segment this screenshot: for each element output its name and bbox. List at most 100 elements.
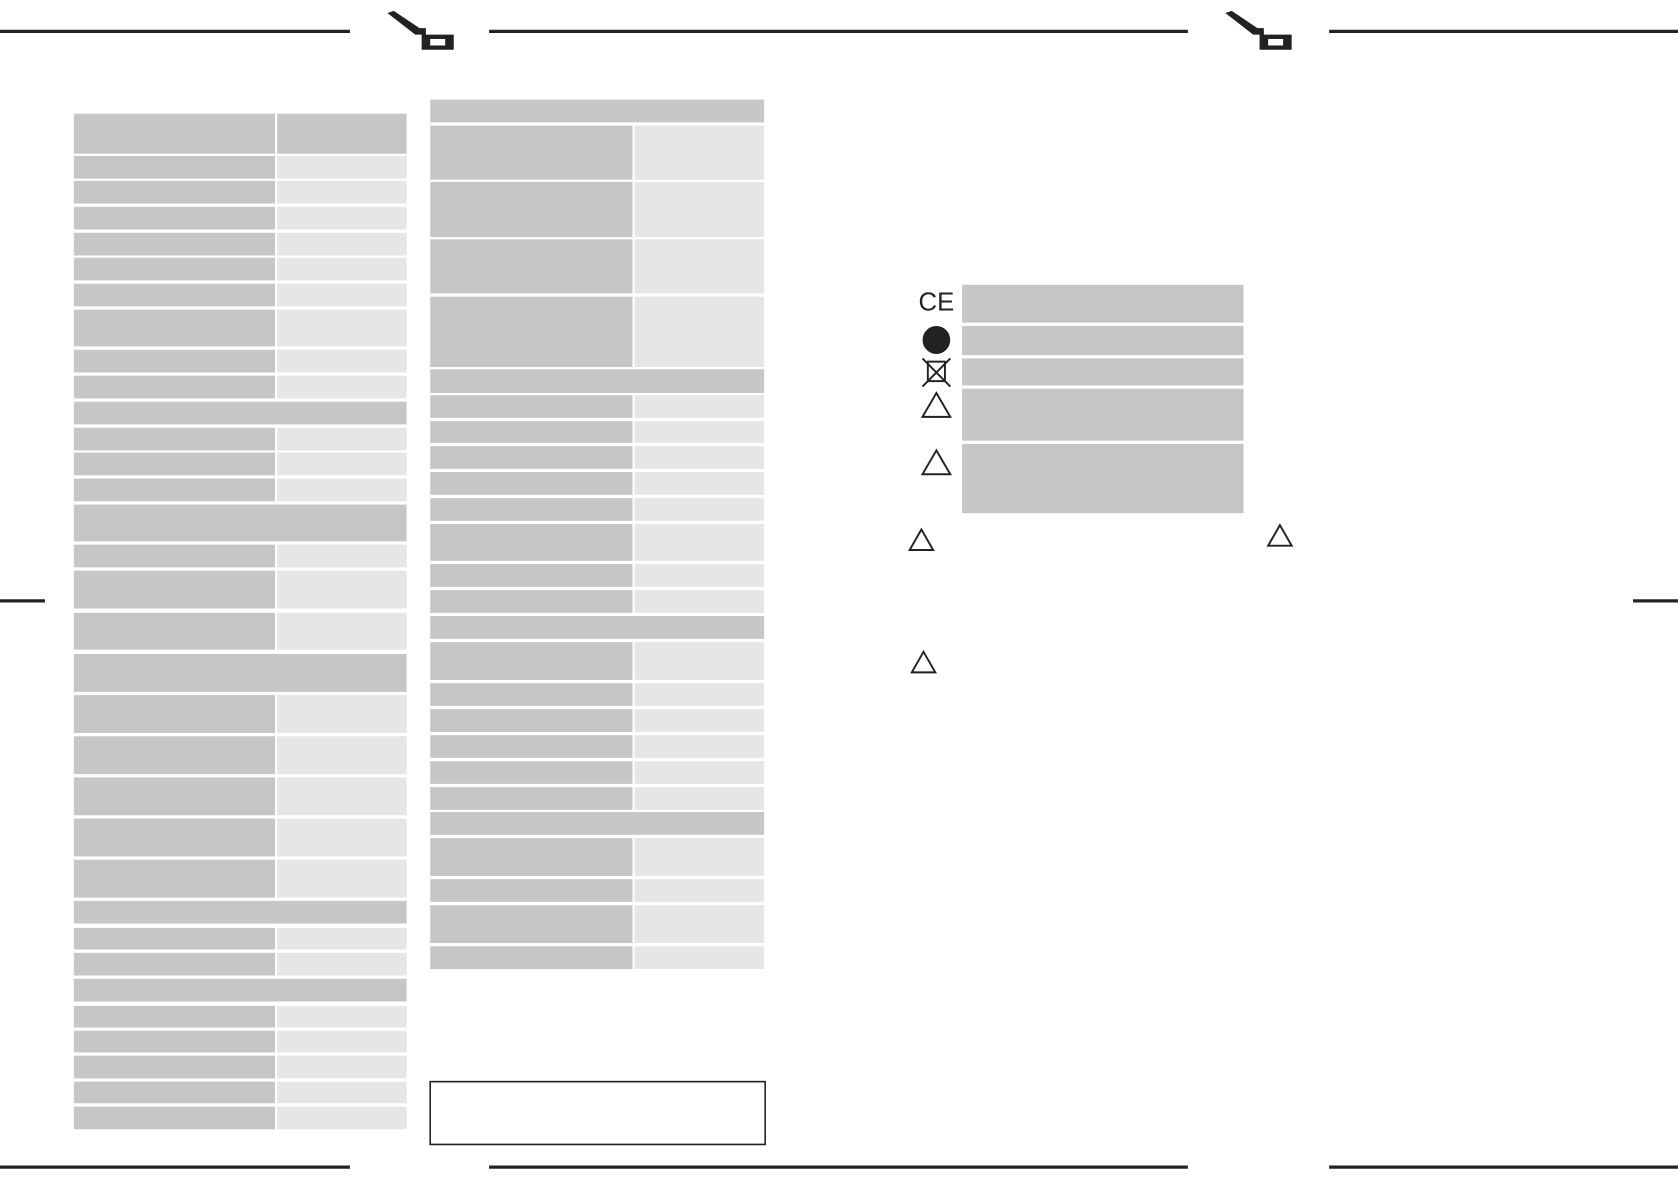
- value-cell: [634, 642, 765, 680]
- value-cell: [277, 349, 407, 373]
- label-cell: [430, 296, 633, 368]
- label-cell: [73, 283, 276, 307]
- label-cell: [73, 349, 276, 373]
- value-cell: [277, 612, 407, 650]
- value-cell: [277, 818, 407, 857]
- section-row: [73, 978, 407, 1002]
- label-cell: [73, 257, 276, 281]
- value-cell: [277, 859, 407, 898]
- section-row: [73, 900, 407, 924]
- section-row: [73, 653, 407, 692]
- label-cell: [73, 736, 276, 775]
- value-cell: [277, 155, 407, 179]
- label-cell: [73, 570, 276, 609]
- label-cell: [73, 1005, 276, 1028]
- label-cell: [73, 1055, 276, 1079]
- value-cell: [634, 239, 765, 294]
- label-cell: [73, 155, 276, 179]
- label-cell: [73, 1081, 276, 1104]
- label-cell: [73, 612, 276, 650]
- value-cell: [277, 478, 407, 502]
- label-cell: [430, 787, 633, 810]
- label-cell: [430, 181, 633, 238]
- section-row: [430, 369, 765, 394]
- value-cell: [277, 1030, 407, 1053]
- value-cell: [277, 180, 407, 204]
- label-cell: [430, 446, 633, 469]
- label-cell: [430, 239, 633, 294]
- value-cell: [277, 257, 407, 281]
- rules: [0, 29, 1678, 1169]
- note-box: [429, 1080, 766, 1146]
- label-cell: [73, 478, 276, 502]
- value-cell: [634, 787, 765, 810]
- label-cell: [430, 761, 633, 784]
- label-cell: [73, 1030, 276, 1053]
- logo: [387, 10, 454, 50]
- value-cell: [634, 395, 765, 418]
- symbol-row: [962, 284, 1244, 323]
- value-cell: [634, 735, 765, 758]
- label-cell: [430, 683, 633, 706]
- label-cell: [430, 421, 633, 443]
- value-cell: [634, 761, 765, 784]
- section-row: [430, 616, 765, 639]
- value-cell: [634, 421, 765, 443]
- label-cell: [73, 927, 276, 950]
- value-cell: [634, 683, 765, 706]
- symbol-row: [962, 388, 1244, 441]
- value-cell: [277, 375, 407, 399]
- value-cell: [634, 838, 765, 876]
- label-cell: [430, 125, 633, 180]
- label-cell: [73, 427, 276, 451]
- symbol-row: [962, 325, 1244, 356]
- value-cell: [634, 296, 765, 368]
- value-cell: [277, 232, 407, 256]
- label-cell: [430, 838, 633, 876]
- value-cell: [634, 524, 765, 561]
- section-row: [430, 812, 765, 835]
- label-cell: [73, 309, 276, 347]
- label-cell: [430, 395, 633, 418]
- value-cell: [634, 181, 765, 238]
- warning-icon: [1266, 523, 1294, 547]
- value-cell: [277, 544, 407, 568]
- label-cell: [430, 709, 633, 732]
- section-row: [430, 99, 765, 123]
- value-cell: [634, 472, 765, 495]
- logo: [1225, 10, 1292, 50]
- value-cell: [277, 736, 407, 775]
- label-cell: [73, 452, 276, 476]
- value-cell: [634, 709, 765, 732]
- label-cell: [430, 946, 633, 970]
- value-cell: [277, 283, 407, 307]
- value-cell: [277, 695, 407, 734]
- label-cell: [430, 879, 633, 902]
- label-cell: [73, 952, 276, 976]
- warning-icon: [910, 649, 937, 674]
- label-cell: [73, 544, 276, 568]
- label-cell: [430, 498, 633, 521]
- value-cell: [277, 952, 407, 976]
- label-cell: [430, 905, 633, 944]
- label-cell: [430, 642, 633, 680]
- value-cell: [277, 452, 407, 476]
- label-cell: [430, 564, 633, 587]
- voltage-icon: [920, 448, 952, 476]
- label-cell: [73, 695, 276, 734]
- manual-icon: [922, 326, 951, 354]
- value-cell: [277, 777, 407, 816]
- label-cell: [430, 590, 633, 613]
- ce-mark: CE: [919, 289, 955, 317]
- value-cell: [634, 590, 765, 613]
- section-row: [73, 504, 407, 542]
- symbol-icons: CE: [907, 289, 1294, 674]
- value-cell: [634, 498, 765, 521]
- label-cell: [73, 859, 276, 898]
- value-cell: [277, 927, 407, 950]
- value-cell: [634, 446, 765, 469]
- weee-icon: [921, 357, 951, 388]
- spec-tables: [73, 99, 1244, 1130]
